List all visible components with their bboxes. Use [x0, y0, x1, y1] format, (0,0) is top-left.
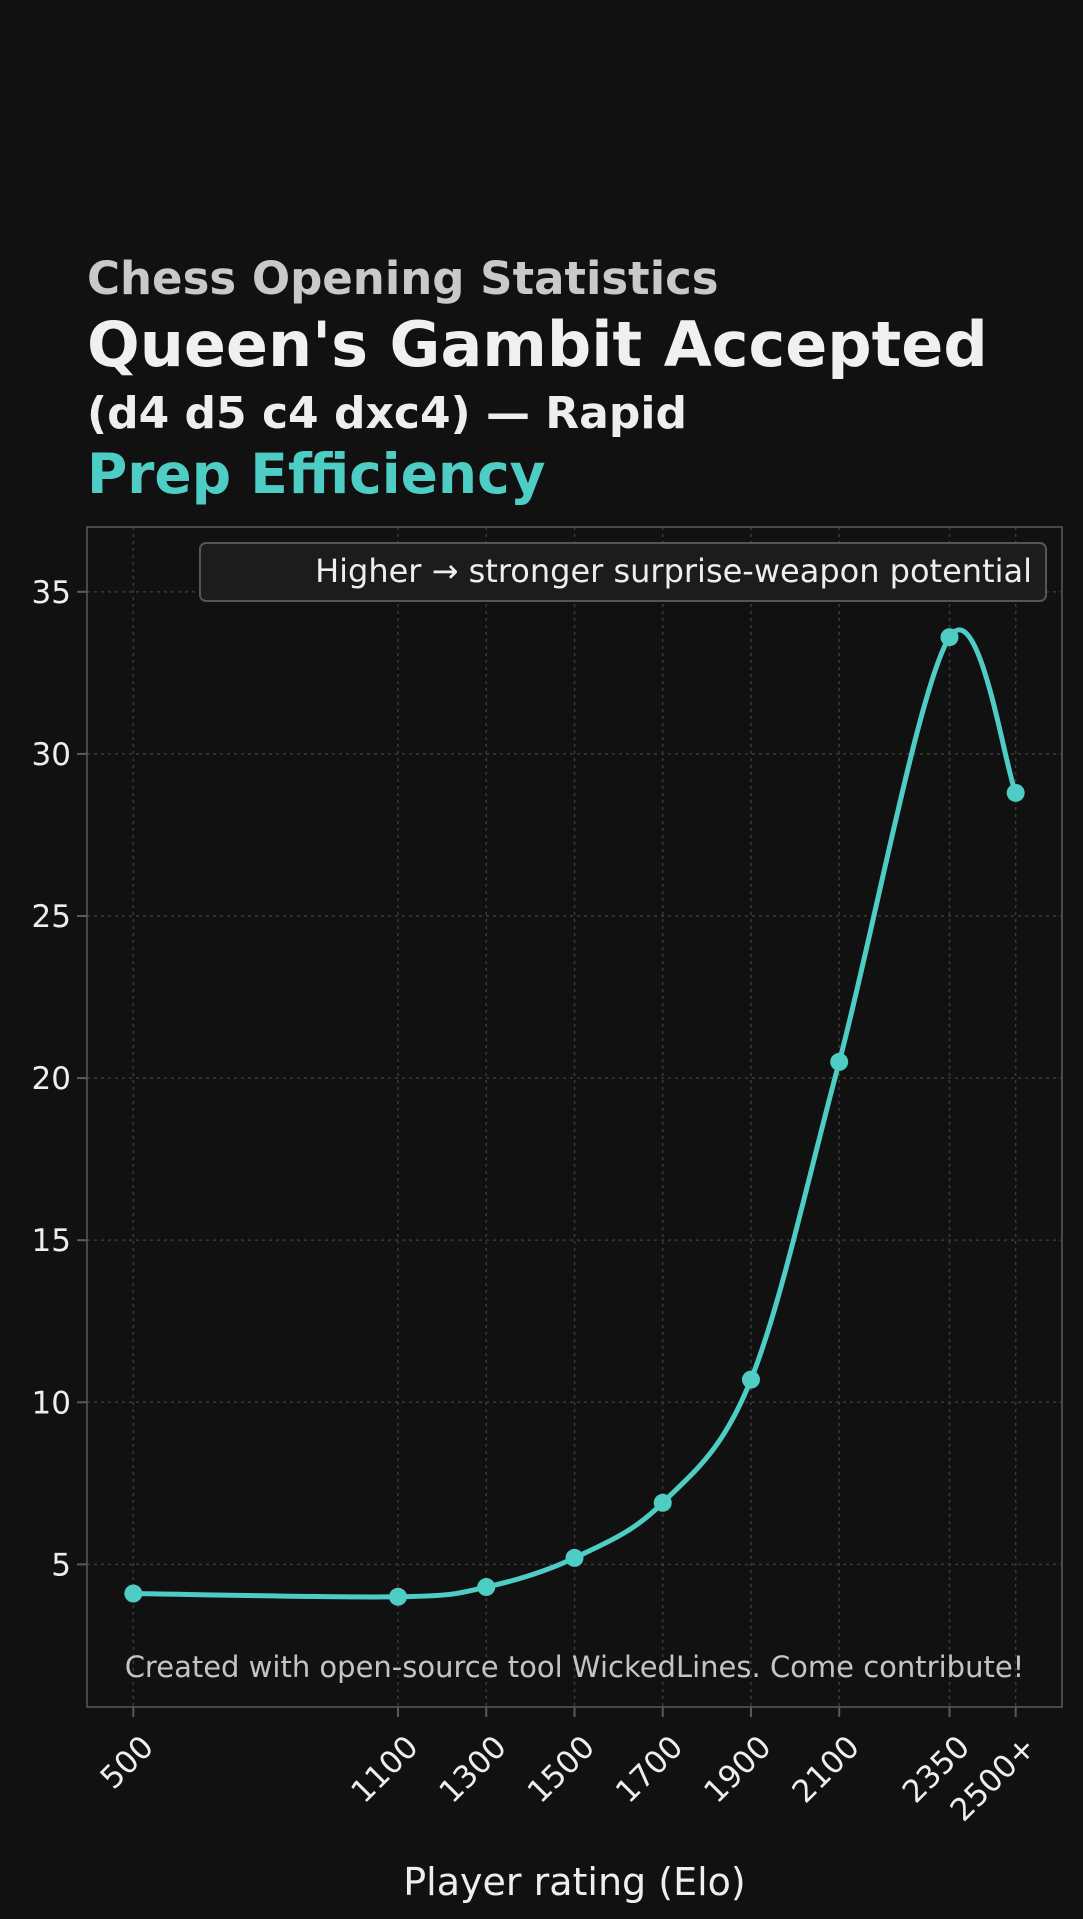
x-tick-label: 1700 [609, 1729, 690, 1810]
x-tick-label: 1500 [521, 1729, 602, 1810]
metric-label: Prep Efficiency [87, 442, 546, 506]
x-tick-label: 2100 [785, 1729, 866, 1810]
data-point [940, 628, 959, 647]
watermark-annotation: Created with open-source tool WickedLine… [125, 1650, 1025, 1684]
chart-title: Queen's Gambit Accepted [87, 308, 988, 381]
x-tick-label: 1900 [697, 1729, 778, 1810]
x-tick-label: 1100 [344, 1729, 425, 1810]
data-point [741, 1370, 760, 1389]
y-tick-label: 25 [32, 899, 71, 935]
data-point [830, 1052, 849, 1071]
data-point [565, 1548, 584, 1567]
y-tick-label: 30 [32, 737, 71, 773]
x-tick-label: 1300 [433, 1729, 514, 1810]
legend: Higher → stronger surprise-weapon potent… [199, 542, 1047, 602]
data-point [124, 1584, 143, 1603]
chart-subtitle: (d4 d5 c4 dxc4) — Rapid [87, 388, 687, 439]
y-tick-label: 15 [32, 1223, 71, 1259]
series-line [130, 627, 1019, 1600]
data-points [124, 628, 1025, 1606]
y-tick-label: 10 [32, 1385, 71, 1421]
legend-text: Higher → stronger surprise-weapon potent… [315, 552, 1032, 590]
y-tick-label: 5 [51, 1547, 71, 1583]
legend-box [199, 542, 1047, 602]
grid-lines [87, 527, 1062, 1707]
y-tick-label: 35 [32, 575, 71, 611]
x-axis-label: Player rating (Elo) [403, 1860, 745, 1904]
x-tick-label: 500 [94, 1729, 161, 1796]
data-point [477, 1578, 496, 1597]
data-point [653, 1493, 672, 1512]
chart-supertitle: Chess Opening Statistics [87, 252, 719, 305]
y-axis: 5 10 15 20 25 30 35 [32, 575, 87, 1583]
data-point [389, 1587, 408, 1606]
y-tick-label: 20 [32, 1061, 71, 1097]
data-point [1006, 783, 1025, 802]
